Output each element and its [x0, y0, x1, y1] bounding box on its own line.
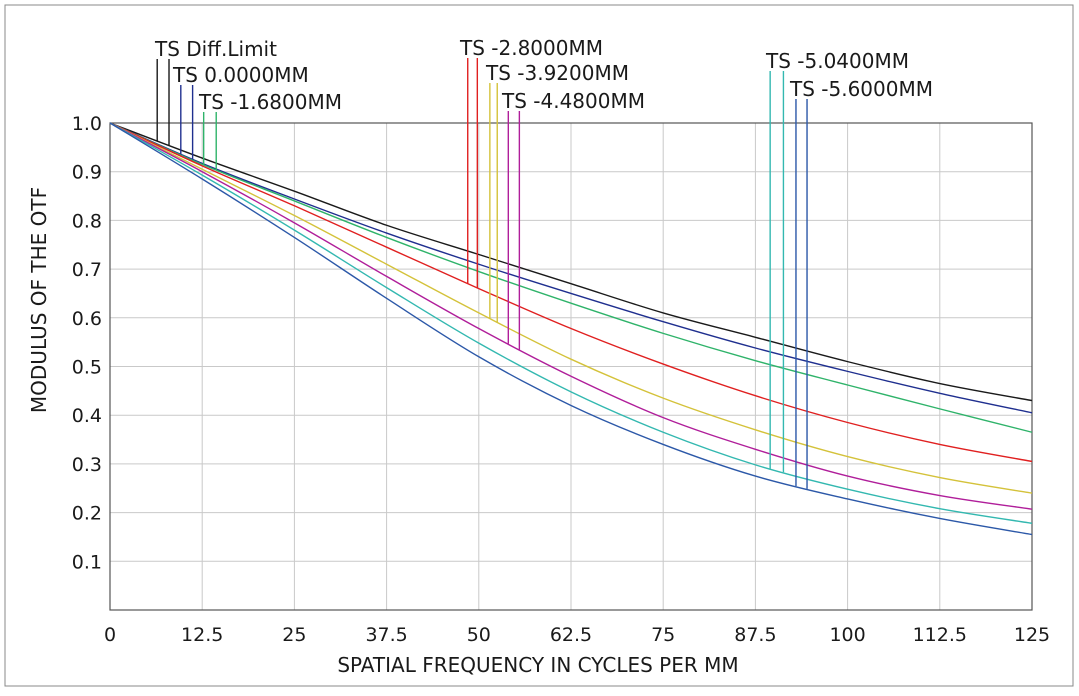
x-tick-label: 87.5 [734, 624, 776, 646]
x-tick-label: 37.5 [365, 624, 407, 646]
x-tick-label: 75 [651, 624, 675, 646]
legend-label: TS -2.8000MM [459, 36, 603, 60]
x-tick-label: 50 [467, 624, 491, 646]
plot-border [109, 122, 1033, 611]
legend-label: TS -4.4800MM [501, 89, 645, 113]
legend-label: TS 0.0000MM [172, 63, 309, 87]
legend-label: TS -5.6000MM [789, 77, 933, 101]
series-lines [109, 122, 1033, 536]
legend-label: TS -5.0400MM [765, 49, 909, 73]
y-tick-label: 1.0 [72, 113, 102, 135]
x-tick-labels: 0 12.5 25 37.5 50 62.5 75 87.5 100 112.5 125 [104, 624, 1050, 646]
legend-label: TS -3.9200MM [485, 61, 629, 85]
series-line [109, 122, 1033, 463]
y-tick-label: 0.7 [72, 259, 102, 281]
y-tick-label: 0.5 [72, 357, 102, 379]
y-axis-label: MODULUS OF THE OTF [27, 187, 51, 413]
x-tick-label: 12.5 [181, 624, 223, 646]
legend-label: TS -1.6800MM [198, 90, 342, 114]
x-tick-label: 112.5 [913, 624, 967, 646]
series-line [109, 122, 1033, 494]
y-tick-label: 0.8 [72, 210, 102, 232]
y-tick-label: 0.4 [72, 405, 102, 427]
x-tick-label: 100 [829, 624, 865, 646]
x-tick-label: 0 [104, 624, 116, 646]
x-tick-label: 125 [1014, 624, 1050, 646]
y-tick-label: 0.9 [72, 162, 102, 184]
series-line [109, 122, 1033, 402]
y-tick-label: 0.2 [72, 503, 102, 525]
legend-label: TS Diff.Limit [154, 37, 277, 61]
y-tick-labels: 1.0 0.9 0.8 0.7 0.6 0.5 0.4 0.3 0.2 0.1 [72, 113, 102, 573]
series-line [109, 122, 1033, 536]
series-line [109, 122, 1033, 414]
x-tick-label: 62.5 [550, 624, 592, 646]
plot-area [109, 122, 1033, 611]
series-line [109, 122, 1033, 510]
y-tick-label: 0.1 [72, 551, 102, 573]
series-line [109, 122, 1033, 433]
x-tick-label: 25 [282, 624, 306, 646]
series-line [109, 122, 1033, 525]
outer-border [4, 4, 1074, 687]
grid [109, 122, 1033, 610]
y-tick-label: 0.6 [72, 308, 102, 330]
y-tick-label: 0.3 [72, 454, 102, 476]
x-axis-label: SPATIAL FREQUENCY IN CYCLES PER MM [337, 653, 738, 677]
